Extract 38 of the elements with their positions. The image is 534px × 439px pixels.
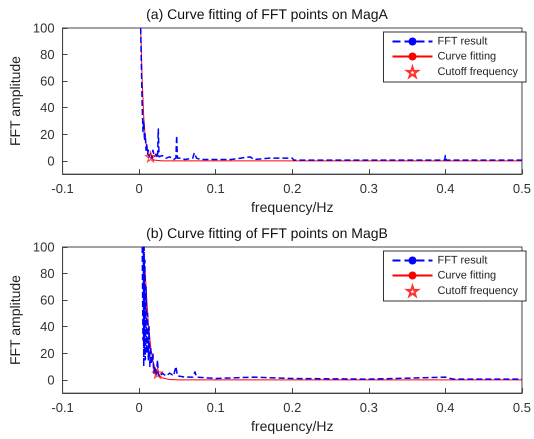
- x-tick-label: 0.1: [206, 400, 225, 416]
- legend-label: FFT result: [437, 254, 488, 266]
- y-tick-label: 60: [40, 74, 55, 89]
- chart-title: (b) Curve fitting of FFT points on MagB: [146, 225, 388, 241]
- x-tick-label: -0.1: [51, 181, 74, 196]
- x-tick-label: 0.1: [206, 181, 225, 196]
- x-tick-label: 0.4: [436, 181, 454, 196]
- y-tick-label: 40: [40, 100, 55, 116]
- x-tick-label: 0.3: [360, 400, 378, 416]
- y-tick-label: 100: [32, 20, 55, 36]
- y-tick-label: 40: [40, 319, 55, 334]
- y-tick-label: 20: [40, 346, 55, 361]
- x-axis-title: frequency/Hz: [251, 199, 334, 215]
- x-tick-label: 0.2: [283, 400, 302, 416]
- y-axis-title: FFT amplitude: [7, 56, 23, 146]
- legend-label: FFT result: [437, 36, 488, 48]
- chart-title: (a) Curve fitting of FFT points on MagA: [146, 6, 389, 22]
- x-tick-label: 0.4: [436, 400, 454, 416]
- legend-label: Curve fitting: [437, 270, 496, 282]
- legend-label: Cutoff frequency: [437, 66, 518, 78]
- x-tick-label: 0.5: [512, 181, 532, 196]
- x-tick-label: 0: [136, 400, 143, 416]
- x-tick-label: 0: [136, 181, 143, 196]
- y-tick-label: 20: [40, 126, 55, 142]
- x-axis-title: frequency/Hz: [251, 418, 334, 434]
- x-tick-label: 0.3: [360, 181, 378, 196]
- y-axis-title: FFT amplitude: [7, 274, 23, 366]
- y-tick-label: 80: [40, 266, 55, 282]
- x-tick-label: -0.1: [51, 400, 74, 416]
- legend-label: Cutoff frequency: [437, 285, 518, 297]
- y-tick-label: 60: [40, 292, 55, 308]
- y-tick-label: 100: [32, 240, 55, 254]
- legend-label: Curve fitting: [437, 50, 496, 62]
- x-tick-label: 0.5: [512, 400, 532, 416]
- y-tick-label: 0: [47, 153, 55, 168]
- x-tick-label: 0.2: [283, 181, 302, 196]
- y-tick-label: 80: [40, 47, 55, 62]
- y-tick-label: 0: [47, 372, 55, 388]
